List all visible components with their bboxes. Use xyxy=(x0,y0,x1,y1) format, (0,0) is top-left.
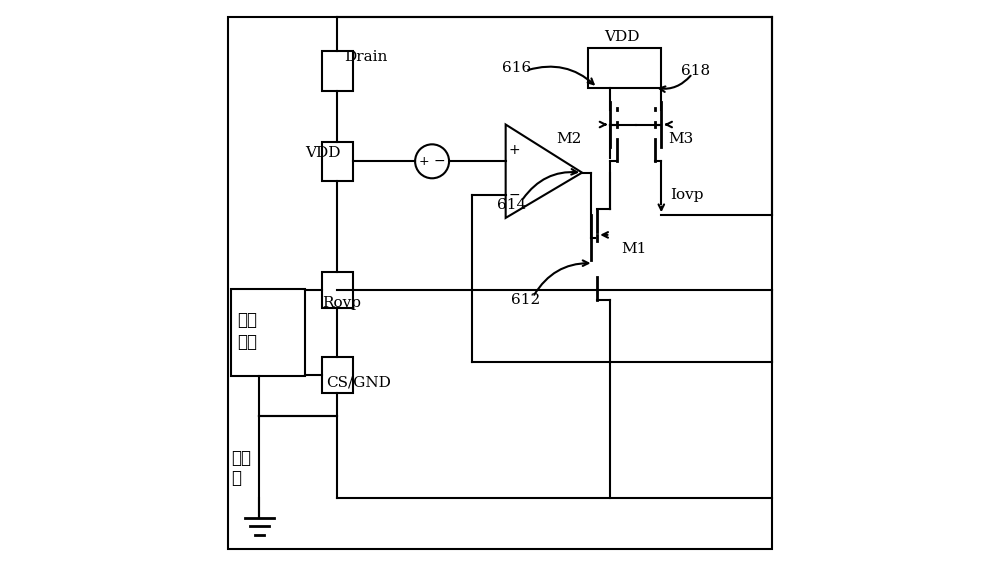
Text: +: + xyxy=(508,143,520,157)
Text: Drain: Drain xyxy=(344,50,388,63)
Text: VDD: VDD xyxy=(604,30,639,44)
Text: M3: M3 xyxy=(668,132,693,145)
Text: CS/GND: CS/GND xyxy=(326,375,391,389)
Text: 外接: 外接 xyxy=(237,311,257,329)
FancyBboxPatch shape xyxy=(588,48,661,88)
Text: −: − xyxy=(434,155,445,168)
Text: VDD: VDD xyxy=(305,146,340,160)
Text: M2: M2 xyxy=(557,132,582,145)
Text: 地: 地 xyxy=(231,469,241,487)
FancyBboxPatch shape xyxy=(322,51,353,91)
Text: 612: 612 xyxy=(511,293,540,307)
Text: Rovp: Rovp xyxy=(322,296,361,310)
FancyBboxPatch shape xyxy=(231,289,305,376)
FancyBboxPatch shape xyxy=(322,142,353,181)
Text: Iovp: Iovp xyxy=(670,188,703,202)
Text: 616: 616 xyxy=(502,61,532,75)
Text: −: − xyxy=(508,188,520,202)
Text: 618: 618 xyxy=(681,64,710,78)
Text: 系统: 系统 xyxy=(231,449,251,468)
FancyBboxPatch shape xyxy=(228,17,772,549)
Text: +: + xyxy=(418,155,429,168)
FancyBboxPatch shape xyxy=(322,357,353,393)
Text: 614: 614 xyxy=(497,198,526,212)
Text: 电路: 电路 xyxy=(237,333,257,351)
FancyBboxPatch shape xyxy=(322,272,353,308)
Text: M1: M1 xyxy=(622,242,647,256)
